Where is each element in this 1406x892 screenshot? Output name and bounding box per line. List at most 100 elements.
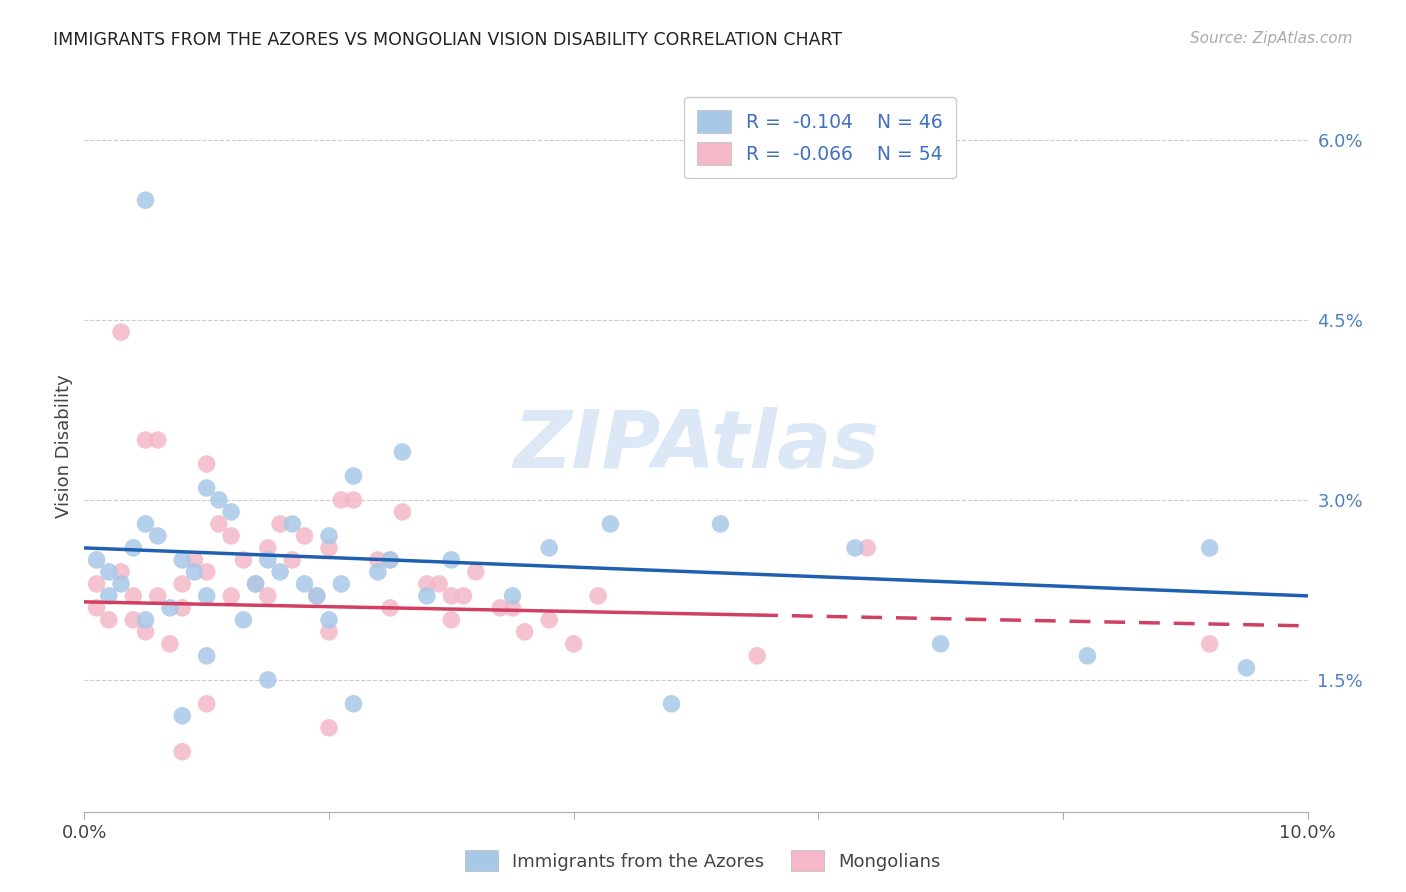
Point <box>416 577 439 591</box>
Point <box>159 637 181 651</box>
Point <box>330 577 353 591</box>
Point <box>146 433 169 447</box>
Point <box>380 553 402 567</box>
Point <box>440 553 463 567</box>
Point <box>599 516 621 531</box>
Point <box>86 577 108 591</box>
Point <box>257 673 280 687</box>
Point <box>172 553 194 567</box>
Point <box>281 553 304 567</box>
Point <box>380 600 402 615</box>
Legend: Immigrants from the Azores, Mongolians: Immigrants from the Azores, Mongolians <box>458 843 948 879</box>
Point <box>342 697 364 711</box>
Point <box>330 492 353 507</box>
Point <box>562 637 585 651</box>
Point <box>183 565 205 579</box>
Point <box>318 721 340 735</box>
Point <box>257 589 280 603</box>
Point <box>159 600 181 615</box>
Point <box>219 505 242 519</box>
Point <box>1076 648 1098 663</box>
Point <box>97 613 120 627</box>
Point <box>219 589 242 603</box>
Point <box>538 613 561 627</box>
Point <box>135 516 157 531</box>
Legend: R =  -0.104    N = 46, R =  -0.066    N = 54: R = -0.104 N = 46, R = -0.066 N = 54 <box>683 97 956 178</box>
Point <box>747 648 769 663</box>
Point <box>856 541 879 555</box>
Point <box>709 516 731 531</box>
Point <box>269 565 291 579</box>
Point <box>195 648 218 663</box>
Point <box>232 613 254 627</box>
Point <box>172 577 194 591</box>
Point <box>294 577 316 591</box>
Point <box>208 492 231 507</box>
Point <box>269 516 291 531</box>
Point <box>172 745 194 759</box>
Point <box>305 589 328 603</box>
Point <box>342 492 364 507</box>
Point <box>318 613 340 627</box>
Text: IMMIGRANTS FROM THE AZORES VS MONGOLIAN VISION DISABILITY CORRELATION CHART: IMMIGRANTS FROM THE AZORES VS MONGOLIAN … <box>53 31 842 49</box>
Point <box>391 445 413 459</box>
Point <box>97 565 120 579</box>
Point <box>135 433 157 447</box>
Point <box>929 637 952 651</box>
Point <box>195 457 218 471</box>
Y-axis label: Vision Disability: Vision Disability <box>55 374 73 518</box>
Point <box>135 624 157 639</box>
Point <box>513 624 536 639</box>
Point <box>172 708 194 723</box>
Point <box>427 577 450 591</box>
Point <box>208 516 231 531</box>
Point <box>195 565 218 579</box>
Point <box>146 529 169 543</box>
Point <box>661 697 683 711</box>
Point <box>305 589 328 603</box>
Point <box>195 481 218 495</box>
Point <box>135 613 157 627</box>
Point <box>86 553 108 567</box>
Point <box>318 624 340 639</box>
Point <box>586 589 609 603</box>
Point <box>122 589 145 603</box>
Point <box>195 589 218 603</box>
Point <box>110 325 132 339</box>
Point <box>122 613 145 627</box>
Point <box>97 589 120 603</box>
Point <box>172 600 194 615</box>
Point <box>367 565 389 579</box>
Point <box>380 553 402 567</box>
Point <box>440 613 463 627</box>
Point <box>257 553 280 567</box>
Point <box>135 193 157 207</box>
Point <box>464 565 486 579</box>
Point <box>219 529 242 543</box>
Point <box>183 553 205 567</box>
Point <box>502 600 524 615</box>
Point <box>122 541 145 555</box>
Point <box>146 589 169 603</box>
Text: Source: ZipAtlas.com: Source: ZipAtlas.com <box>1189 31 1353 46</box>
Point <box>281 516 304 531</box>
Text: ZIPAtlas: ZIPAtlas <box>513 407 879 485</box>
Point <box>110 565 132 579</box>
Point <box>294 529 316 543</box>
Point <box>416 589 439 603</box>
Point <box>440 589 463 603</box>
Point <box>1198 637 1220 651</box>
Point <box>1236 661 1258 675</box>
Point <box>86 600 108 615</box>
Point <box>844 541 866 555</box>
Point <box>489 600 512 615</box>
Point <box>318 529 340 543</box>
Point <box>391 505 413 519</box>
Point <box>1198 541 1220 555</box>
Point <box>538 541 561 555</box>
Point <box>367 553 389 567</box>
Point <box>245 577 267 591</box>
Point <box>245 577 267 591</box>
Point <box>232 553 254 567</box>
Point <box>502 589 524 603</box>
